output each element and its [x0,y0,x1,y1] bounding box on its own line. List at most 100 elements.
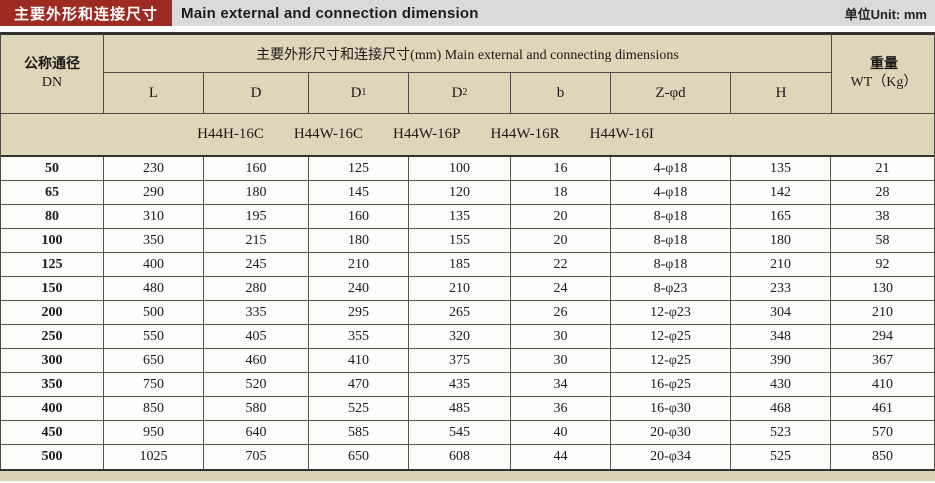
table-row: 500 1025 705 650 608 44 20-φ34 525 850 [1,445,934,469]
table-cell: 585 [309,421,409,444]
table-row: 65 290 180 145 120 18 4-φ18 142 28 [1,181,934,205]
model-code: H44W-16C [293,126,363,142]
table-cell: 210 [409,277,511,300]
table-cell: 523 [731,421,831,444]
table-cell: 750 [104,373,204,396]
model-code: H44W-16P [393,126,461,142]
table-cell: 160 [309,205,409,228]
header-middle: 主要外形尺寸和连接尺寸(mm) Main external and connec… [104,35,831,113]
table-cell: 135 [409,205,511,228]
header-dn: 公称通径 DN [1,35,104,113]
table-header: 公称通径 DN 主要外形尺寸和连接尺寸(mm) Main external an… [1,35,934,113]
table-cell: 50 [1,157,104,180]
table-cell: 300 [1,349,104,372]
table-cell: 405 [204,325,309,348]
table-body: 50 230 160 125 100 16 4-φ18 135 21 65 290 180 145 120… [1,157,934,469]
table-cell: 310 [104,205,204,228]
table-cell: 210 [731,253,831,276]
table-cell: 12-φ25 [611,349,731,372]
table-cell: 468 [731,397,831,420]
table-cell: 8-φ18 [611,253,731,276]
table-cell: 461 [872,400,893,416]
table-cell: 16-φ25 [611,373,731,396]
column-header-b: b [511,73,611,113]
dimensions-table: 公称通径 DN 主要外形尺寸和连接尺寸(mm) Main external an… [0,32,935,469]
table-cell: 20 [511,229,611,252]
table-cell: 92 [875,256,890,272]
model-codes-band: H44H-16C H44W-16C H44W-16P H44W-16R H44W… [1,113,934,157]
table-cell: 100 [409,157,511,180]
bottom-strip [0,469,935,481]
table-cell: 430 [731,373,831,396]
table-cell: 135 [731,157,831,180]
table-cell: 40 [511,421,611,444]
column-header-Zd: Z-φd [611,73,731,113]
table-cell: 290 [104,181,204,204]
table-cell: 36 [511,397,611,420]
table-cell: 20-φ30 [611,421,731,444]
model-code: H44W-16R [490,126,560,142]
table-cell: 80 [1,205,104,228]
table-cell: 215 [204,229,309,252]
table-cell: 304 [731,301,831,324]
table-cell: 30 [511,349,611,372]
table-cell: 240 [309,277,409,300]
table-cell: 650 [104,349,204,372]
table-cell: 1025 [104,445,204,469]
table-row: 80 310 195 160 135 20 8-φ18 165 38 [1,205,934,229]
table-cell: 608 [409,445,511,469]
table-cell: 355 [309,325,409,348]
table-cell: 520 [204,373,309,396]
table-cell: 650 [309,445,409,469]
table-cell: 30 [511,325,611,348]
table-cell: 550 [104,325,204,348]
header-dn-en: DN [41,75,63,90]
table-cell: 38 [875,208,890,224]
table-cell: 150 [1,277,104,300]
header-span-title: 主要外形尺寸和连接尺寸(mm) Main external and connec… [104,35,831,73]
table-cell: 375 [409,349,511,372]
table-cell: 12-φ25 [611,325,731,348]
table-cell: 525 [309,397,409,420]
table-cell: 525 [731,445,831,469]
table-cell: 245 [204,253,309,276]
header-dn-cn: 公称通径 [24,57,80,72]
table-row: 300 650 460 410 375 30 12-φ25 390 367 [1,349,934,373]
table-cell: 500 [1,445,104,469]
table-cell: 850 [104,397,204,420]
table-cell: 155 [409,229,511,252]
table-cell: 230 [104,157,204,180]
table-cell: 180 [204,181,309,204]
table-cell: 400 [104,253,204,276]
table-cell: 8-φ23 [611,277,731,300]
table-cell: 125 [1,253,104,276]
table-cell: 18 [511,181,611,204]
table-cell: 8-φ18 [611,205,731,228]
table-cell: 20-φ34 [611,445,731,469]
table-cell: 125 [309,157,409,180]
table-cell: 200 [1,301,104,324]
table-cell: 160 [204,157,309,180]
column-header-H: H [775,84,787,101]
table-row: 50 230 160 125 100 16 4-φ18 135 21 [1,157,934,181]
table-cell: 485 [409,397,511,420]
table-cell: 350 [104,229,204,252]
table-row: 200 500 335 295 265 26 12-φ23 304 210 [1,301,934,325]
table-cell: 195 [204,205,309,228]
table-row: 125 400 245 210 185 22 8-φ18 210 92 [1,253,934,277]
table-cell: 460 [204,349,309,372]
table-row: 150 480 280 240 210 24 8-φ23 233 130 [1,277,934,301]
table-cell: 210 [872,304,893,320]
table-cell: 145 [309,181,409,204]
table-cell: 400 [1,397,104,420]
table-cell: 640 [204,421,309,444]
table-cell: 320 [409,325,511,348]
table-cell: 4-φ18 [611,157,731,180]
table-cell: 705 [204,445,309,469]
table-cell: 130 [872,280,893,296]
table-cell: 24 [511,277,611,300]
table-cell: 450 [1,421,104,444]
table-cell: 470 [309,373,409,396]
